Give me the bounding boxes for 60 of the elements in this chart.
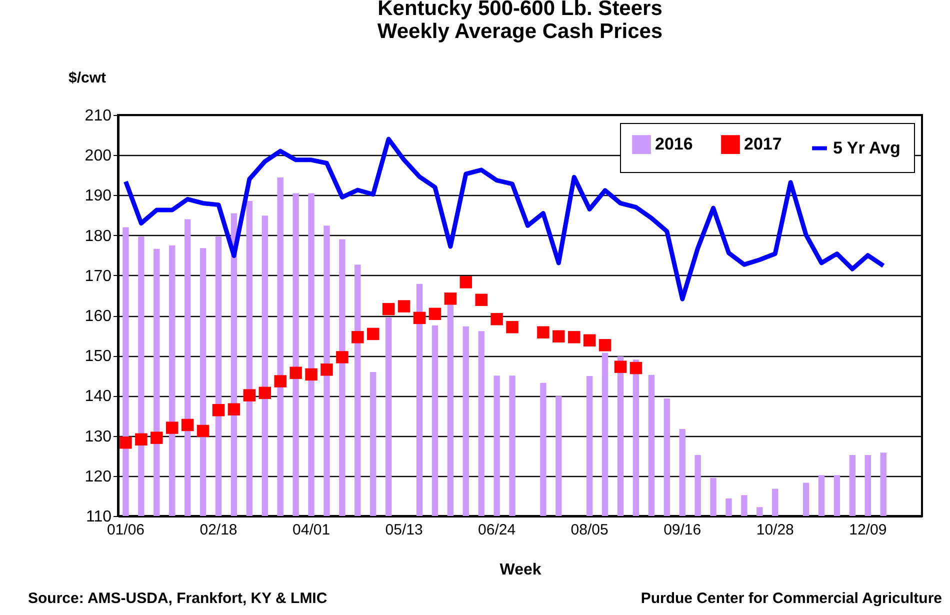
y-tick-label: 160: [84, 308, 112, 325]
point: [366, 328, 380, 340]
legend-label: 2017: [744, 134, 782, 154]
y-axis-title: $/cwt: [68, 70, 106, 86]
point: [290, 366, 302, 379]
x-axis-title: Week: [500, 562, 542, 578]
point: [398, 300, 410, 312]
x-tick-label: 12/09: [849, 522, 887, 538]
point: [552, 330, 565, 342]
point: [506, 321, 518, 334]
point: [228, 403, 240, 416]
point: [352, 331, 364, 344]
x-tick-label: 02/18: [200, 522, 238, 538]
point: [135, 433, 148, 446]
y-tick-label: 150: [84, 348, 112, 366]
chart-title: Kentucky 500-600 Lb. Steers: [378, 0, 662, 20]
point: [274, 375, 286, 388]
legend-label: 2016: [655, 134, 693, 154]
source-note: Source: AMS-USDA, Frankfort, KY & LMIC: [28, 590, 328, 607]
point: [413, 312, 426, 324]
text: Purdue Center for Commercial Agriculture: [640, 590, 942, 607]
x-tick-label: 09/16: [664, 522, 702, 538]
y-tick-label: 210: [84, 108, 112, 124]
point: [305, 368, 318, 381]
point: [336, 351, 348, 364]
x-tick-label: 06/24: [478, 522, 516, 538]
chart-subtitle: Weekly Average Cash Prices: [377, 20, 663, 43]
point: [444, 292, 457, 305]
y-tick-label: 190: [84, 188, 112, 205]
y-tick-label: 140: [84, 388, 112, 406]
x-tick-label: 05/13: [385, 522, 423, 538]
y-tick-label: 200: [84, 148, 112, 165]
point: [460, 276, 472, 288]
legend-label: 5 Yr Avg: [833, 138, 900, 158]
point: [258, 386, 272, 400]
point: [181, 418, 194, 432]
point: [320, 364, 333, 376]
point: [428, 308, 442, 320]
point: [568, 331, 580, 344]
point: [630, 362, 642, 374]
point: [150, 432, 163, 444]
point: [196, 424, 210, 438]
y-tick-label: 120: [84, 468, 112, 486]
x-tick-label: 04/01: [292, 522, 330, 538]
y-tick-label: 180: [84, 228, 112, 245]
point: [212, 404, 225, 416]
point: [475, 294, 488, 306]
x-tick-label: 10/28: [756, 522, 794, 538]
point: [243, 389, 256, 402]
y-tick-label: 130: [84, 428, 112, 446]
point: [382, 302, 395, 316]
point: [614, 360, 627, 373]
x-tick-label: 08/05: [570, 522, 608, 538]
point: [583, 334, 596, 346]
y-tick-label: 170: [84, 268, 112, 285]
point: [490, 312, 503, 326]
point: [120, 436, 132, 449]
point: [598, 339, 612, 352]
point: [537, 326, 550, 338]
point: [166, 422, 178, 434]
